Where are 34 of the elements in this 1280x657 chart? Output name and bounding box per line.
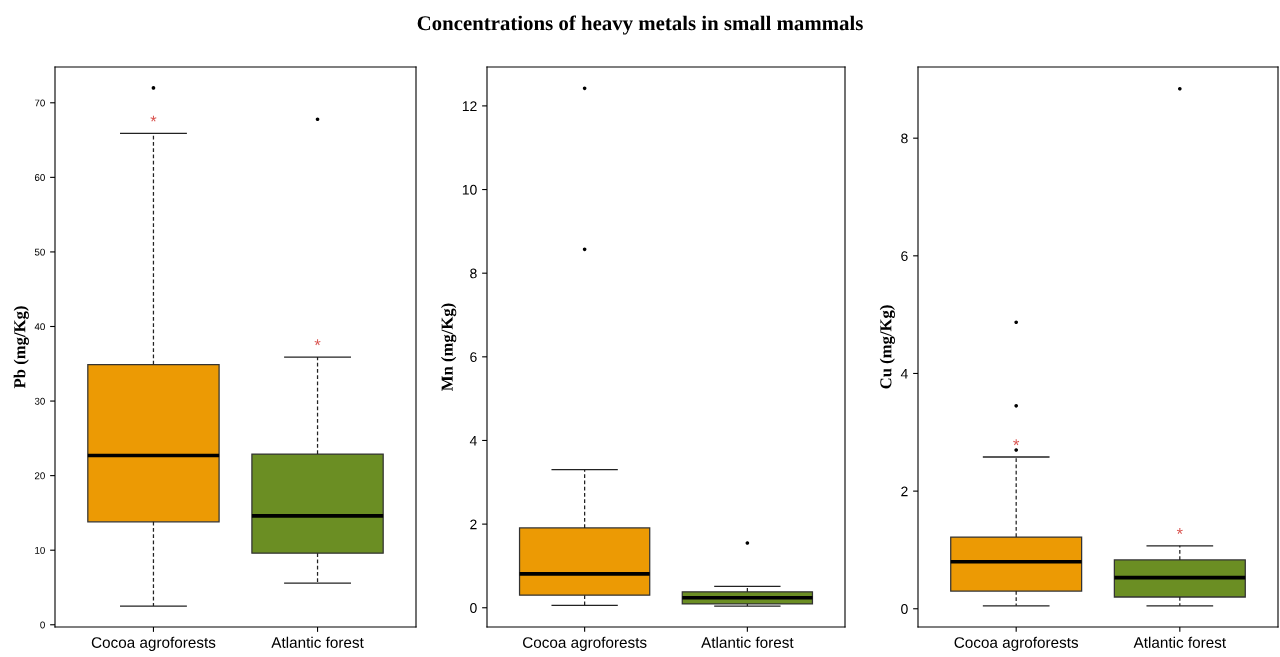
annotation: * — [314, 339, 321, 346]
x-tick-label: Cocoa agroforests — [91, 636, 216, 651]
annotation: * — [1013, 439, 1020, 446]
y-tick-label: 60 — [34, 174, 45, 181]
y-tick-label: 4 — [900, 368, 908, 379]
y-tick-label: 2 — [470, 519, 477, 530]
y-tick-label: 40 — [34, 323, 45, 331]
x-tick-label: Cocoa agroforests — [954, 636, 1079, 651]
y-tick-label: 8 — [901, 133, 908, 144]
text: Concentrations of heavy metals in small mammals — [417, 15, 863, 35]
x-tick-label: Cocoa agroforests — [523, 636, 647, 651]
y-tick-label: 0 — [40, 621, 45, 629]
y-axis-title: Pb (mg/Kg) — [13, 306, 29, 389]
y-tick-label: 4 — [469, 435, 477, 446]
y-tick-label: 6 — [470, 352, 477, 362]
x-tick-label: Atlantic forest — [271, 636, 364, 648]
x-tick-label: Atlantic forest — [701, 636, 794, 648]
y-tick-label: 70 — [34, 99, 45, 107]
y-tick-label: 0 — [470, 603, 477, 613]
x-tick-label: Atlantic forest — [1133, 636, 1226, 648]
y-tick-label: 2 — [901, 486, 908, 497]
y-axis-title: Cu (mg/Kg) — [879, 305, 895, 389]
y-tick-label: 8 — [470, 268, 477, 279]
y-tick-label: 0 — [901, 604, 908, 614]
y-tick-label: 50 — [34, 248, 45, 256]
y-tick-label: 10 — [35, 546, 45, 554]
y-tick-label: 20 — [34, 472, 45, 480]
y-tick-label: 6 — [901, 251, 908, 261]
y-tick-label: 12 — [462, 101, 477, 111]
annotation: * — [150, 115, 157, 122]
y-tick-label: 30 — [34, 397, 45, 405]
y-axis-title: Mn (mg/Kg) — [441, 303, 457, 391]
y-tick-label: 10 — [462, 184, 477, 195]
annotation: * — [1176, 528, 1183, 534]
